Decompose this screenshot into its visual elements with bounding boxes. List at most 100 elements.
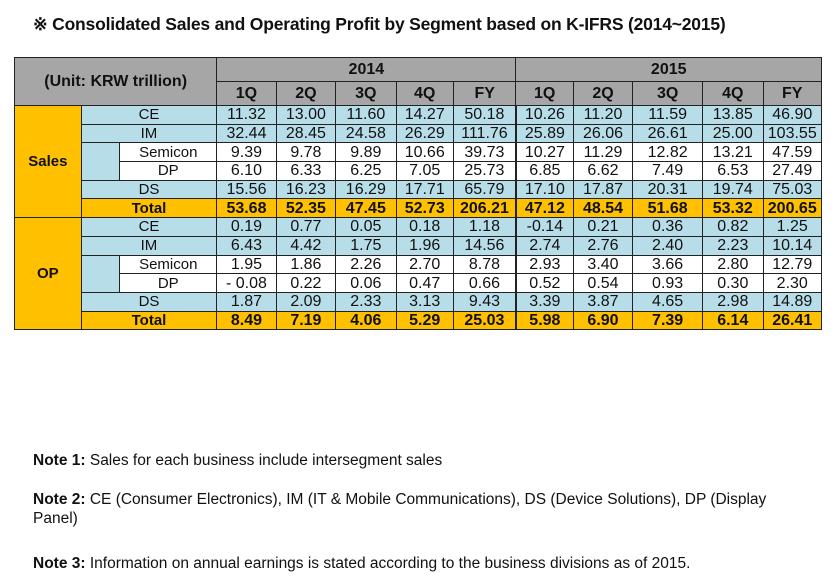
total-row: Total 8.49 7.19 4.06 5.29 25.03 5.98 6.90 7.39 6.… [15, 310, 822, 331]
value-cell: 25.03 [452, 310, 517, 331]
value-cell: 0.52 [515, 273, 574, 293]
value-cell: 3.40 [572, 254, 634, 275]
value-cell: 53.32 [702, 198, 764, 219]
value-cell: 8.49 [216, 310, 277, 331]
value-cell: 0.05 [335, 217, 397, 237]
period-header: 1Q [515, 81, 574, 106]
value-cell: 13.21 [702, 142, 764, 163]
value-cell: 1.86 [275, 254, 337, 275]
row-label: DS [80, 179, 218, 200]
year-header-2014: 2014 [216, 57, 517, 82]
value-cell: 12.79 [762, 254, 822, 275]
value-cell: 1.87 [216, 291, 277, 312]
value-cell: 12.82 [632, 142, 704, 163]
note-3: Note 3: Information on annual earnings i… [33, 554, 690, 573]
note-text: Sales for each business include interseg… [85, 452, 443, 469]
value-cell: 1.25 [762, 217, 822, 237]
period-header: 2Q [275, 81, 337, 106]
table-row: OP CE 0.19 0.77 0.05 0.18 1.18 -0.14 0.21 0.36 0.8… [14, 217, 822, 331]
period-header-row: 1Q 2Q 3Q 4Q FY 1Q 2Q 3Q 4Q FY [15, 81, 822, 106]
value-cell: 5.98 [515, 310, 574, 331]
period-header: FY [452, 81, 517, 106]
value-cell: 26.29 [395, 123, 454, 144]
table-row: IM 6.43 4.42 1.75 1.96 14.56 2.74 2.76 2.40 2.23 1… [15, 235, 822, 256]
value-cell: 7.39 [632, 310, 704, 331]
unit-label: (Unit: KRW trillion) [13, 57, 218, 106]
row-label: Total [80, 198, 218, 219]
value-cell: 11.60 [335, 105, 397, 125]
value-cell: 7.49 [632, 161, 704, 181]
value-cell: 15.56 [216, 179, 277, 200]
value-cell: 6.10 [216, 161, 277, 181]
value-cell: 0.21 [572, 217, 634, 237]
value-cell: 26.06 [572, 123, 634, 144]
value-cell: 5.29 [395, 310, 454, 331]
note-text: Information on annual earnings is stated… [85, 555, 691, 572]
value-cell: 51.68 [632, 198, 704, 219]
value-cell: 27.49 [762, 161, 822, 181]
value-cell: 17.10 [515, 179, 574, 200]
period-header: 4Q [395, 81, 454, 106]
period-header: 1Q [216, 81, 277, 106]
value-cell: 19.74 [702, 179, 764, 200]
value-cell: 16.23 [275, 179, 337, 200]
value-cell: 3.87 [572, 291, 634, 312]
value-cell: 2.23 [702, 235, 764, 256]
value-cell: 0.77 [275, 217, 337, 237]
table-body: Sales CE 11.32 13.00 11.60 14.27 50.18 10.26 11.… [14, 104, 822, 331]
value-cell: 10.14 [762, 235, 822, 256]
value-cell: 47.45 [335, 198, 397, 219]
value-cell: 206.21 [452, 198, 517, 219]
value-cell: 20.31 [632, 179, 704, 200]
row-label: Total [80, 310, 218, 331]
value-cell: 6.85 [515, 161, 574, 181]
table-row: DS 1.87 2.09 2.33 3.13 9.43 3.39 3.87 4.65 2.98 14… [15, 291, 822, 312]
value-cell: 50.18 [452, 105, 517, 125]
value-cell: 0.66 [452, 273, 517, 293]
value-cell: - 0.08 [216, 273, 277, 293]
value-cell: 32.44 [216, 123, 277, 144]
period-header: 4Q [702, 81, 764, 106]
note-label: Note 1: [33, 452, 86, 469]
value-cell: 2.98 [702, 291, 764, 312]
value-cell: 25.89 [515, 123, 574, 144]
value-cell: 0.82 [702, 217, 764, 237]
row-label: DP [119, 161, 218, 181]
value-cell: 0.30 [702, 273, 764, 293]
value-cell: 39.73 [452, 142, 517, 163]
row-label: DP [119, 273, 218, 293]
table-row: DS 15.56 16.23 16.29 17.71 65.79 17.10 17.87 20.… [15, 179, 822, 200]
value-cell: 28.45 [275, 123, 337, 144]
value-cell: 48.54 [572, 198, 634, 219]
value-cell: 3.39 [515, 291, 574, 312]
table-row: DP - 0.08 0.22 0.06 0.47 0.66 0.52 0.54 0.93 0.30… [15, 273, 822, 293]
value-cell: 2.93 [515, 254, 574, 275]
value-cell: 2.33 [335, 291, 397, 312]
value-cell: 2.30 [762, 273, 822, 293]
row-label: IM [80, 235, 218, 256]
value-cell: 2.76 [572, 235, 634, 256]
value-cell: 1.96 [395, 235, 454, 256]
value-cell: 13.85 [702, 105, 764, 125]
year-header-row: (Unit: KRW trillion) 2014 2015 [13, 57, 822, 106]
note-text: CE (Consumer Electronics), IM (IT & Mobi… [33, 491, 767, 527]
value-cell: 46.90 [762, 105, 822, 125]
value-cell: 17.87 [572, 179, 634, 200]
value-cell: 25.73 [452, 161, 517, 181]
value-cell: 9.89 [335, 142, 397, 163]
value-cell: 10.26 [515, 105, 574, 125]
value-cell: 25.00 [702, 123, 764, 144]
value-cell: 9.39 [216, 142, 277, 163]
value-cell: 6.43 [216, 235, 277, 256]
value-cell: 7.05 [395, 161, 454, 181]
value-cell: 65.79 [452, 179, 517, 200]
row-label: Semicon [119, 254, 218, 275]
table-row: Semicon 9.39 9.78 9.89 10.66 39.73 10.27 11.29 1… [15, 142, 822, 181]
row-label: CE [80, 217, 218, 237]
value-cell: 8.78 [452, 254, 517, 275]
value-cell: 47.12 [515, 198, 574, 219]
value-cell: 0.19 [216, 217, 277, 237]
period-header: FY [762, 81, 822, 106]
sales-op-table: (Unit: KRW trillion) 2014 2015 1Q 2Q 3Q … [13, 57, 822, 331]
value-cell: 6.33 [275, 161, 337, 181]
